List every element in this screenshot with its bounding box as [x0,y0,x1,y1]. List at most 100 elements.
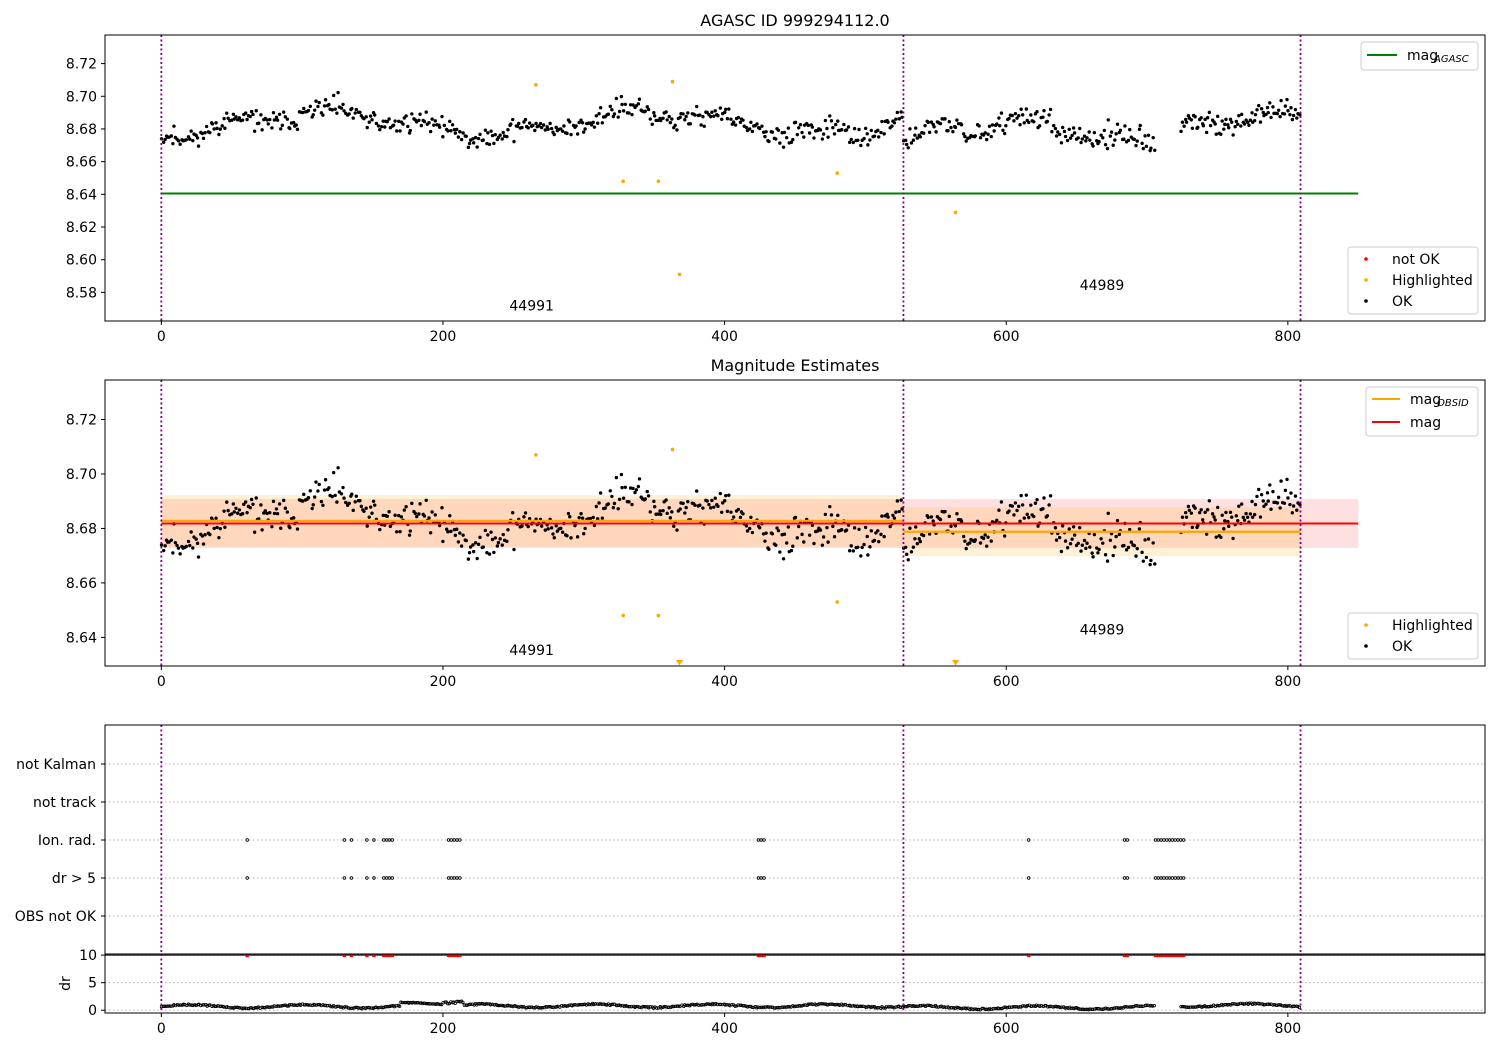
dr-point [285,1004,289,1008]
ok-point [433,513,437,517]
dr-point [177,1003,181,1007]
ok-point [308,489,312,493]
ok-point [909,550,914,554]
dr-point [738,1003,742,1007]
ok-point [646,494,651,498]
ok-point [897,117,901,121]
ok-point [203,131,207,135]
ok-point [1241,515,1245,519]
ok-point [598,491,603,495]
dr-point [894,1005,898,1009]
ok-point [1200,518,1205,522]
ok-point [1282,501,1287,506]
obsid-label: 44989 [1080,278,1125,294]
ok-point [511,511,515,515]
ok-point [512,547,516,552]
ok-point [946,128,950,133]
ok-point [1288,502,1292,507]
ok-point [485,551,489,555]
dr-point [750,1005,754,1010]
ok-point [279,526,283,530]
ok-point [471,549,476,554]
ok-point [1029,113,1033,117]
dr-point [861,1004,865,1009]
ok-point [568,515,572,519]
dr-point [350,1006,355,1010]
dr-limit-marker [1170,953,1175,958]
ok-point [408,128,412,133]
ok-point [373,113,377,117]
ok-point [872,538,877,543]
ok-point [800,130,804,135]
ok-point [1010,113,1014,118]
ok-point [410,112,414,116]
ok-point [1122,543,1126,548]
ok-point [1250,499,1254,504]
ok-point [336,90,340,95]
ok-point [731,120,736,124]
ok-point [1288,112,1292,117]
flag-point [1181,876,1186,880]
ok-point [240,512,245,516]
dr-point [942,1005,947,1009]
ok-point [173,540,178,545]
ok-point [268,117,272,122]
ok-point [354,107,359,112]
ok-point [699,123,703,127]
ok-point [989,539,993,543]
ok-point [388,524,393,529]
ok-point [712,114,716,118]
ok-point [1143,538,1147,542]
ok-point [354,494,359,498]
ok-point [832,535,837,539]
ok-point [1153,562,1157,566]
ok-point [1015,508,1019,513]
ok-point [243,111,248,115]
ok-point [163,544,167,548]
ok-point [336,466,340,470]
ok-point [880,514,884,518]
ok-point [812,136,816,140]
dr-point [803,1003,807,1007]
y-tick-label: 8.70 [66,467,97,483]
dr-point [573,1003,577,1007]
dr-point [400,1000,405,1005]
ok-point [943,509,947,514]
dr-point [261,1005,266,1010]
dr-point [216,1004,220,1008]
dr-point [374,1005,378,1009]
ok-point [634,488,639,492]
ok-point [538,121,543,126]
ok-point [1042,108,1046,113]
ok-point [1289,106,1293,110]
ok-point [1128,527,1132,532]
ok-point [745,529,750,533]
ok-point [672,524,676,528]
dr-point [394,1004,398,1008]
ok-point [489,530,493,534]
dr-point [876,1005,881,1010]
dr-point [1196,1004,1201,1008]
ok-point [859,554,863,558]
ok-point [710,498,714,503]
ok-point [865,132,869,136]
ok-point [595,517,600,521]
dr-point [1025,1004,1030,1008]
ok-point [559,526,563,531]
ok-point [876,529,880,533]
ok-point [637,97,642,101]
ok-point [614,96,619,101]
x-tick-label: 600 [993,329,1020,345]
ok-point [195,136,200,140]
ok-point [1134,143,1138,148]
ok-point [393,119,397,123]
dr-point [408,1000,412,1005]
ok-point [1268,101,1272,105]
ok-point [820,543,825,547]
ok-point [592,125,597,129]
flag-point [372,876,376,880]
ok-point [365,125,369,130]
ok-point [612,501,617,506]
ok-point [277,502,282,506]
ok-point [446,129,450,133]
